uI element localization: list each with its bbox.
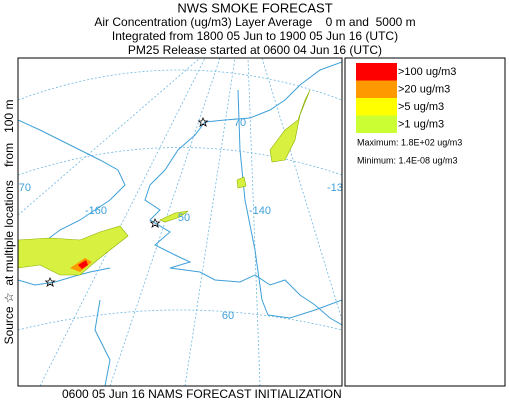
source-label: Source ☆ at multiple locations from 100 … bbox=[2, 100, 16, 345]
maximum: Maximum: 1.8E+02 ug/m3 bbox=[357, 137, 462, 147]
subtitle: Air Concentration (ug/m3) Layer Average … bbox=[94, 15, 415, 29]
legend-label: >100 ug/m3 bbox=[398, 66, 456, 78]
grid-label: -140 bbox=[249, 205, 271, 217]
grid-label: -160 bbox=[85, 205, 107, 217]
subtitle: Integrated from 1800 05 Jun to 1900 05 J… bbox=[112, 29, 398, 43]
legend-swatch bbox=[356, 98, 397, 116]
legend: >100 ug/m3 >20 ug/m3 >5 ug/m3 >1 ug/m3 bbox=[356, 63, 456, 133]
legend-label: >5 ug/m3 bbox=[398, 101, 444, 113]
subtitle: PM25 Release started at 0600 04 Jun 16 (… bbox=[128, 43, 382, 57]
grid-label: 60 bbox=[222, 310, 234, 322]
source-stars bbox=[44, 117, 209, 287]
title: NWS SMOKE FORECAST bbox=[177, 0, 332, 15]
grid-label: -130 bbox=[327, 182, 349, 194]
footer: 0600 05 Jun 16 NAMS FORECAST INITIALIZAT… bbox=[62, 387, 342, 401]
legend-swatch bbox=[356, 80, 397, 98]
legend-frame bbox=[344, 57, 506, 387]
legend-swatch bbox=[356, 115, 397, 133]
minimum: Minimum: 1.4E-08 ug/m3 bbox=[357, 155, 458, 165]
map-frame bbox=[17, 57, 343, 387]
grid-label: 50 bbox=[178, 212, 190, 224]
grid-label: -170 bbox=[9, 182, 31, 194]
grid-label: 70 bbox=[234, 117, 246, 129]
smoke-plumes bbox=[18, 89, 311, 276]
legend-label: >1 ug/m3 bbox=[398, 118, 444, 130]
map: 70 -170 -160 50 -140 -130 60 bbox=[9, 57, 349, 387]
legend-label: >20 ug/m3 bbox=[398, 83, 450, 95]
plume-core bbox=[78, 260, 88, 269]
legend-swatch bbox=[356, 63, 397, 81]
